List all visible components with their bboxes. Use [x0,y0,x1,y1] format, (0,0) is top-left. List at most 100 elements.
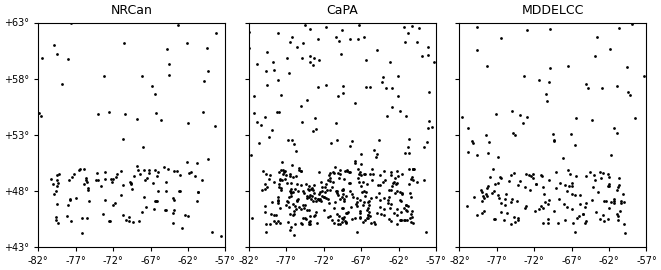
Point [613,183,624,187]
Point [598,219,609,223]
Point [207,230,217,234]
Point [62,214,73,218]
Point [274,206,285,210]
Point [319,185,330,189]
Point [169,198,179,202]
Point [186,170,196,175]
Point [46,177,56,182]
Point [116,193,126,198]
Point [603,183,613,188]
Point [321,188,332,192]
Point [134,219,145,224]
Point [54,171,64,176]
Point [285,228,295,232]
Point [545,66,555,70]
Point [549,209,560,214]
Point [508,131,518,135]
Point [563,64,573,68]
Point [500,203,510,208]
Point [350,161,360,165]
Point [308,214,319,218]
Point [613,218,623,222]
Point [407,167,418,171]
Point [282,198,292,203]
Point [325,214,336,219]
Point [120,112,131,117]
Point [481,133,491,137]
Point [346,139,357,143]
Point [262,184,272,189]
Point [119,40,130,45]
Point [329,171,339,175]
Point [139,178,150,182]
Point [541,92,551,96]
Point [309,56,319,60]
Point [163,167,173,171]
Point [331,191,342,195]
Point [313,197,324,201]
Point [336,52,346,56]
Point [586,118,597,123]
Point [522,114,532,119]
Point [330,189,341,193]
Point [326,141,336,146]
Point [211,31,221,36]
Point [363,200,373,204]
Point [301,98,312,103]
Point [107,203,118,207]
Point [506,222,516,226]
Point [592,190,603,195]
Point [554,197,564,201]
Point [336,220,347,224]
Point [310,213,321,217]
Point [615,209,625,213]
Point [52,184,63,188]
Point [36,114,46,119]
Point [290,187,301,191]
Point [276,168,286,172]
Point [308,129,319,133]
Point [292,198,302,202]
Point [308,199,319,203]
Point [291,173,301,178]
Point [463,126,473,130]
Point [161,180,171,184]
Point [471,48,482,52]
Point [282,56,293,60]
Point [408,167,418,171]
Point [401,208,411,212]
Point [303,221,314,226]
Point [153,189,163,194]
Point [285,171,295,176]
Point [592,35,602,39]
Point [518,73,529,78]
Point [549,139,559,143]
Point [274,110,284,114]
Point [504,179,514,183]
Point [385,205,395,210]
Point [305,26,315,31]
Point [419,145,430,149]
Point [48,192,59,196]
Point [580,205,590,210]
Point [334,197,345,202]
Point [330,165,340,170]
Point [202,46,213,50]
Point [168,211,178,215]
Point [329,206,340,211]
Point [598,171,609,175]
Point [99,198,110,202]
Point [137,74,147,79]
Point [424,119,434,124]
Point [64,198,75,202]
Point [362,182,372,186]
Point [355,170,366,174]
Point [295,207,306,211]
Point [268,60,279,64]
Point [570,193,580,197]
Point [260,115,270,120]
Point [543,202,553,206]
Point [457,114,467,119]
Point [284,205,295,209]
Point [389,211,399,215]
